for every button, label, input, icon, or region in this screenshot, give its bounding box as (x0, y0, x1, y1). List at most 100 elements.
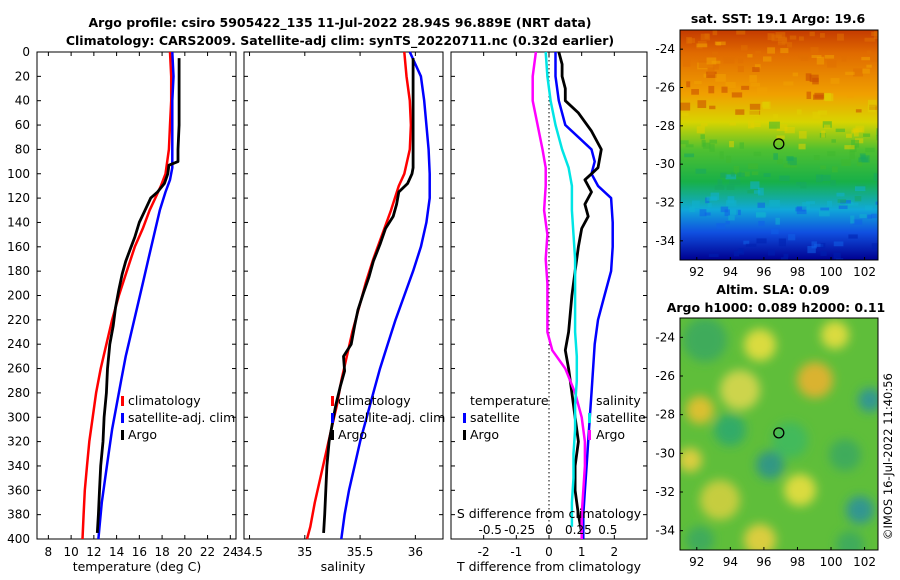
sst-texture-cell (837, 199, 847, 203)
sst-texture-cell (877, 33, 878, 40)
sst-texture-cell (749, 103, 761, 110)
sst-texture-cell (756, 238, 767, 244)
sst-texture-cell (813, 155, 820, 160)
sst-texture-cell (767, 249, 775, 256)
map-x-tick-label: 102 (853, 555, 876, 569)
sla-blob (686, 526, 714, 550)
sst-texture-cell (720, 172, 727, 178)
temperature-y-ticks: 0 20 40 60 80 100 120 140 160 180 200 220 240 260 280 3… (7, 45, 647, 546)
sst-texture-cell (709, 139, 718, 144)
figure-title-line1: Argo profile: csiro 5905422_135 11-Jul-2… (88, 15, 591, 31)
y-tick-label: 0 (22, 45, 30, 59)
sst-texture-cell (823, 92, 831, 101)
sst-texture-cell (756, 87, 768, 96)
sst-texture-cell (706, 196, 718, 201)
s-tick-label: -0.25 (504, 523, 535, 537)
sst-texture-cell (855, 109, 862, 113)
x-tick-label: 2 (611, 545, 619, 559)
sst-texture-cell (709, 144, 715, 152)
sst-texture-cell (820, 251, 827, 256)
sla-map-axes (679, 317, 879, 551)
y-tick-label: 220 (7, 313, 30, 327)
sst-texture-cell (796, 206, 807, 215)
sla-blob (784, 474, 816, 506)
sst-texture-cell (818, 210, 830, 217)
sst-texture-cell (775, 217, 780, 225)
sst-texture-cell (849, 151, 855, 160)
sst-texture-cell (720, 206, 729, 213)
sst-texture-cell (767, 47, 776, 54)
sst-texture-cell (706, 57, 717, 65)
sst-texture-cell (702, 142, 711, 149)
sst-texture-cell (862, 68, 870, 74)
x-tick-label: 18 (154, 545, 169, 559)
map-x-tick-label: 98 (790, 265, 805, 279)
sst-texture-cell (830, 180, 836, 186)
map-y-tick-label: -26 (655, 81, 675, 95)
sst-texture-cell (837, 33, 844, 41)
sst-texture-cell (752, 67, 760, 72)
y-tick-label: 380 (7, 508, 30, 522)
sst-texture-cell (845, 71, 855, 76)
legend-label-argo: Argo (128, 427, 157, 442)
sst-texture-cell (737, 65, 744, 73)
sst-texture-cell (682, 59, 691, 67)
x-tick-label: 10 (63, 545, 78, 559)
sst-texture-cell (735, 109, 745, 115)
sla-y-ticks: -24 -26 -28 -30 -32 -34 (655, 330, 683, 538)
legend-label-t-argo: Argo (470, 427, 499, 442)
sst-texture-cell (835, 128, 846, 133)
sst-texture-cell (716, 41, 722, 46)
sst-texture-cell (838, 205, 848, 210)
series-line-t-argo (557, 51, 603, 534)
sst-texture-cell (796, 182, 801, 186)
s-difference-label: S difference from climatology (457, 506, 642, 521)
temperature-xlabel: temperature (deg C) (73, 559, 202, 574)
sst-texture-cell (876, 128, 878, 136)
series-line-s-argo (544, 51, 579, 527)
sst-texture-cell (864, 37, 876, 42)
sst-texture-cell (691, 200, 700, 209)
map-x-tick-label: 98 (790, 555, 805, 569)
sst-texture-cell (730, 172, 736, 177)
x-tick-label: 36 (408, 545, 423, 559)
sst-texture-cell (712, 30, 718, 36)
sst-texture-cell (726, 184, 735, 190)
sst-texture-cell (753, 151, 762, 157)
sst-texture-cell (867, 105, 876, 113)
legend-label-climatology: climatology (128, 393, 201, 408)
sst-texture-cell (703, 73, 708, 78)
sst-texture-cell (798, 143, 806, 150)
sst-texture-cell (858, 157, 868, 163)
sst-map-title: sat. SST: 19.1 Argo: 19.6 (691, 11, 866, 26)
sst-texture-cell (820, 33, 825, 38)
sla-map-field (680, 318, 878, 550)
sst-texture-cell (711, 51, 719, 58)
map-x-tick-label: 100 (820, 555, 843, 569)
sst-texture-cell (758, 220, 765, 227)
sst-texture-cell (741, 45, 748, 51)
sla-blob (829, 439, 861, 471)
series-line-argo (322, 58, 415, 533)
sst-texture-cell (851, 139, 860, 148)
sst-texture-cell (696, 126, 705, 134)
sst-texture-cell (754, 64, 761, 69)
sst-map-axes (679, 29, 879, 261)
map-y-tick-label: -30 (655, 446, 675, 460)
sla-blob (744, 524, 776, 550)
sst-texture-cell (777, 158, 783, 165)
sla-blob (714, 414, 746, 446)
sla-map-subtitle: Argo h1000: 0.089 h2000: 0.11 (667, 300, 886, 315)
legend-swatch-t-satellite (463, 413, 466, 423)
legend-swatch-climatology (331, 396, 334, 406)
y-tick-label: 40 (15, 94, 30, 108)
sst-texture-cell (806, 201, 816, 205)
legend-label-t-satellite: satellite (470, 410, 520, 425)
sst-texture-cell (725, 221, 730, 225)
sst-texture-cell (871, 31, 878, 37)
series-line-s-satellite (531, 51, 587, 539)
sst-texture-cell (689, 206, 695, 213)
sst-texture-cell (712, 64, 719, 70)
sst-texture-cell (821, 130, 826, 138)
s-tick-label: 0.25 (565, 523, 592, 537)
